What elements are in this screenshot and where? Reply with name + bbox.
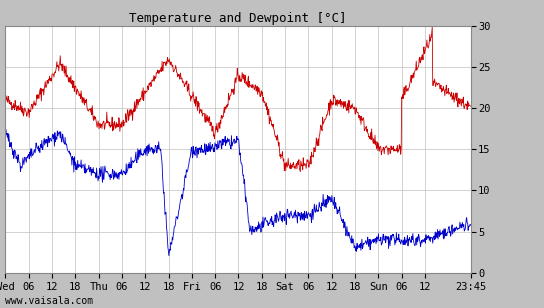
Text: www.vaisala.com: www.vaisala.com xyxy=(5,297,94,306)
Title: Temperature and Dewpoint [°C]: Temperature and Dewpoint [°C] xyxy=(129,12,347,25)
